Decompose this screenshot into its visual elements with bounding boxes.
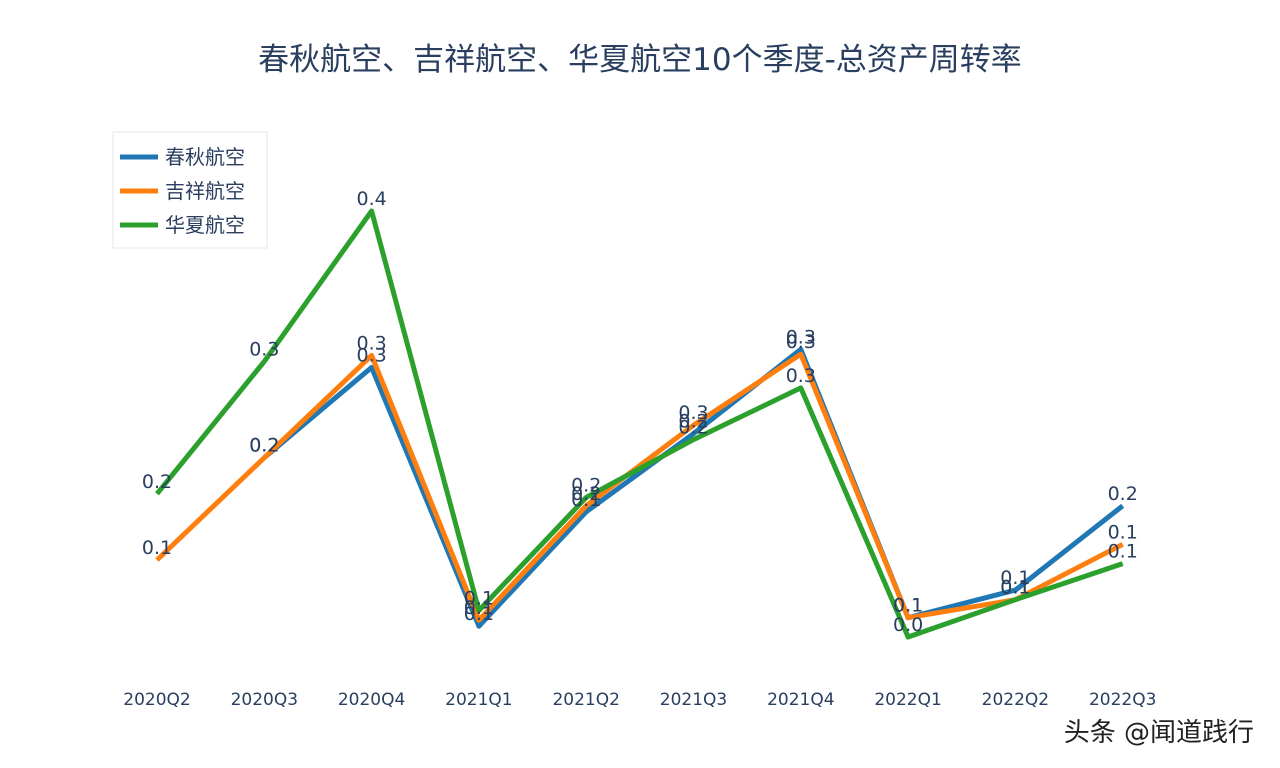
data-label: 0.3	[356, 344, 386, 366]
data-label: 0.1	[1000, 577, 1030, 599]
data-label: 0.4	[356, 188, 386, 210]
chart-title: 春秋航空、吉祥航空、华夏航空10个季度-总资产周转率	[258, 42, 1022, 78]
data-label: 0.3	[786, 331, 816, 353]
data-label: 0.2	[249, 435, 279, 457]
data-label: 0.3	[678, 402, 708, 424]
data-label: 0.1	[893, 595, 923, 617]
data-label: 0.1	[1108, 541, 1138, 563]
watermark-text: 头条 @闻道践行	[1063, 718, 1254, 748]
x-tick-label: 2020Q4	[338, 690, 405, 710]
data-label: 0.2	[571, 483, 601, 505]
data-label: 0.1	[464, 588, 494, 610]
data-label: 0.3	[356, 332, 386, 354]
x-tick-label: 2021Q2	[552, 690, 619, 710]
data-label: 0.3	[786, 365, 816, 387]
legend-label[interactable]: 春秋航空	[165, 145, 245, 169]
data-label: 0.1	[571, 489, 601, 511]
series-line-2	[155, 351, 1124, 623]
x-tick-label: 2021Q1	[445, 690, 512, 710]
data-label: 0.3	[786, 326, 816, 348]
data-label: 0.1	[464, 603, 494, 625]
series-lines	[155, 208, 1125, 640]
data-label: 0.2	[1108, 483, 1138, 505]
data-label: 0.2	[678, 417, 708, 439]
x-tick-label: 2021Q3	[660, 690, 727, 710]
x-tick-label: 2021Q4	[767, 690, 834, 710]
x-tick-label: 2020Q2	[123, 690, 190, 710]
data-label: 0.1	[1000, 567, 1030, 589]
data-label: 0.2	[249, 435, 279, 457]
data-label: 0.0	[893, 614, 923, 636]
data-label: 0.2	[571, 474, 601, 496]
data-label: 0.2	[678, 411, 708, 433]
data-label: 0.1	[142, 537, 172, 559]
data-label: 0.1	[464, 597, 494, 619]
data-label: 0.1	[1000, 577, 1030, 599]
series-line-3	[155, 208, 1124, 640]
legend-label[interactable]: 吉祥航空	[165, 179, 245, 203]
x-tick-label: 2022Q3	[1089, 690, 1156, 710]
x-tick-label: 2022Q2	[982, 690, 1049, 710]
series-line-1	[262, 346, 1125, 629]
legend-label[interactable]: 华夏航空	[165, 213, 245, 237]
x-tick-label: 2022Q1	[874, 690, 941, 710]
data-label: 0.1	[1108, 521, 1138, 543]
data-label: 0.2	[142, 471, 172, 493]
x-axis-ticks: 2020Q2 2020Q3 2020Q4 2021Q1 2021Q2 2021Q3 2021…	[123, 690, 1156, 710]
x-tick-label: 2020Q3	[231, 690, 298, 710]
data-label: 0.3	[249, 338, 279, 360]
data-label: 0.1	[893, 595, 923, 617]
data-labels: 0.20.30.10.10.20.30.10.10.20.10.20.30.10…	[142, 188, 1138, 636]
